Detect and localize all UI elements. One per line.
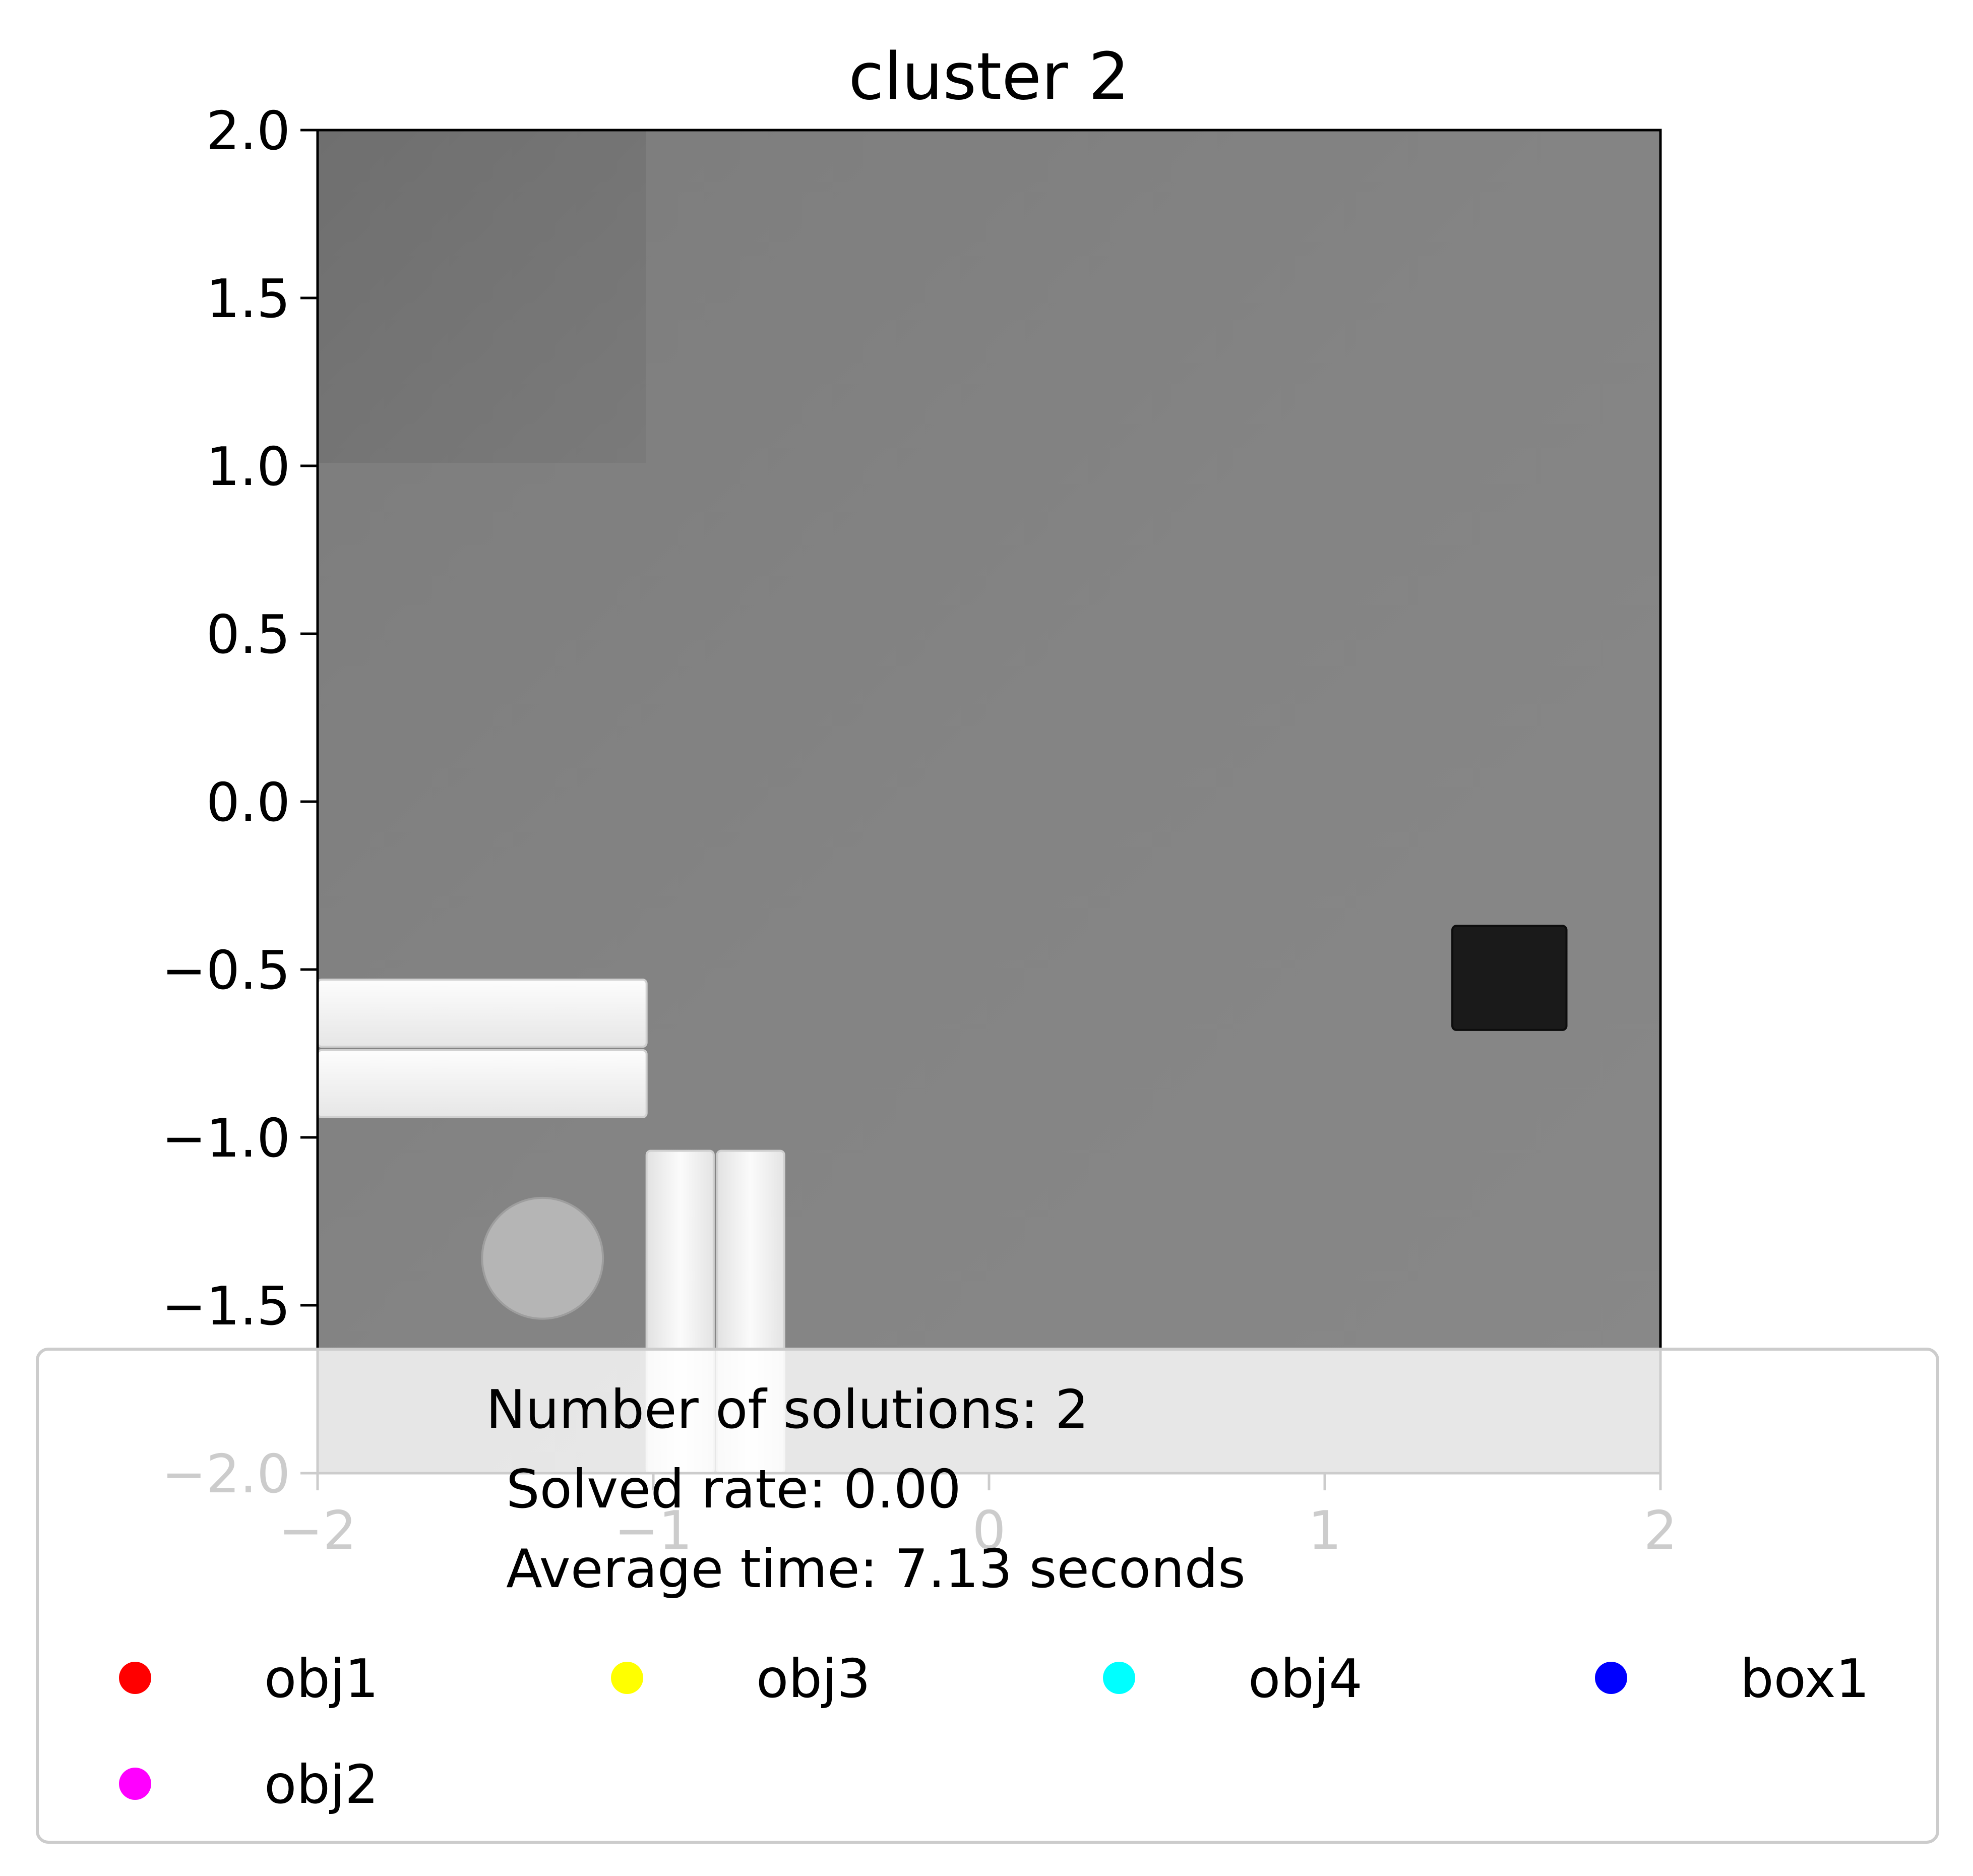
y-tick-label: −0.5	[162, 940, 290, 1001]
legend-title-line-3: Average time: 7.13 seconds	[506, 1538, 1246, 1600]
legend-marker-obj2	[119, 1768, 151, 1800]
y-axis: 2.01.51.00.50.0−0.5−1.0−1.5−2.0	[162, 100, 318, 1505]
scene-object-dark-box	[1451, 925, 1568, 1031]
legend-box	[36, 1348, 1939, 1844]
scene-object-bar-horizontal-lower	[318, 1049, 648, 1119]
y-tick-label: −1.0	[162, 1108, 290, 1169]
scene-object-cylinder	[481, 1196, 604, 1320]
chart-title: cluster 2	[848, 39, 1129, 114]
legend-marker-box1	[1595, 1662, 1627, 1694]
y-tick-label: 0.0	[206, 772, 290, 833]
legend-label-obj1: obj1	[264, 1648, 379, 1710]
y-tick-label: 0.5	[206, 604, 290, 665]
legend-title-line-2: Solved rate: 0.00	[506, 1459, 961, 1520]
legend-marker-obj1	[119, 1662, 151, 1694]
y-tick-label: −1.5	[162, 1276, 290, 1337]
y-tick-label: 1.5	[206, 268, 290, 330]
legend-marker-obj4	[1103, 1662, 1135, 1694]
legend-label-obj2: obj2	[264, 1754, 379, 1816]
legend-title-line-1: Number of solutions: 2	[486, 1379, 1089, 1440]
legend-marker-obj3	[611, 1662, 643, 1694]
y-tick-label: 1.0	[206, 436, 290, 498]
y-tick-label: 2.0	[206, 100, 290, 162]
legend-label-obj3: obj3	[756, 1648, 871, 1710]
legend: Number of solutions: 2 Solved rate: 0.00…	[36, 1348, 1939, 1844]
legend-label-box1: box1	[1740, 1648, 1870, 1710]
scene-corner-shade	[318, 130, 646, 463]
scene-object-bar-horizontal-upper	[318, 978, 648, 1048]
plot-area	[318, 130, 1660, 1473]
legend-label-obj4: obj4	[1248, 1648, 1363, 1710]
